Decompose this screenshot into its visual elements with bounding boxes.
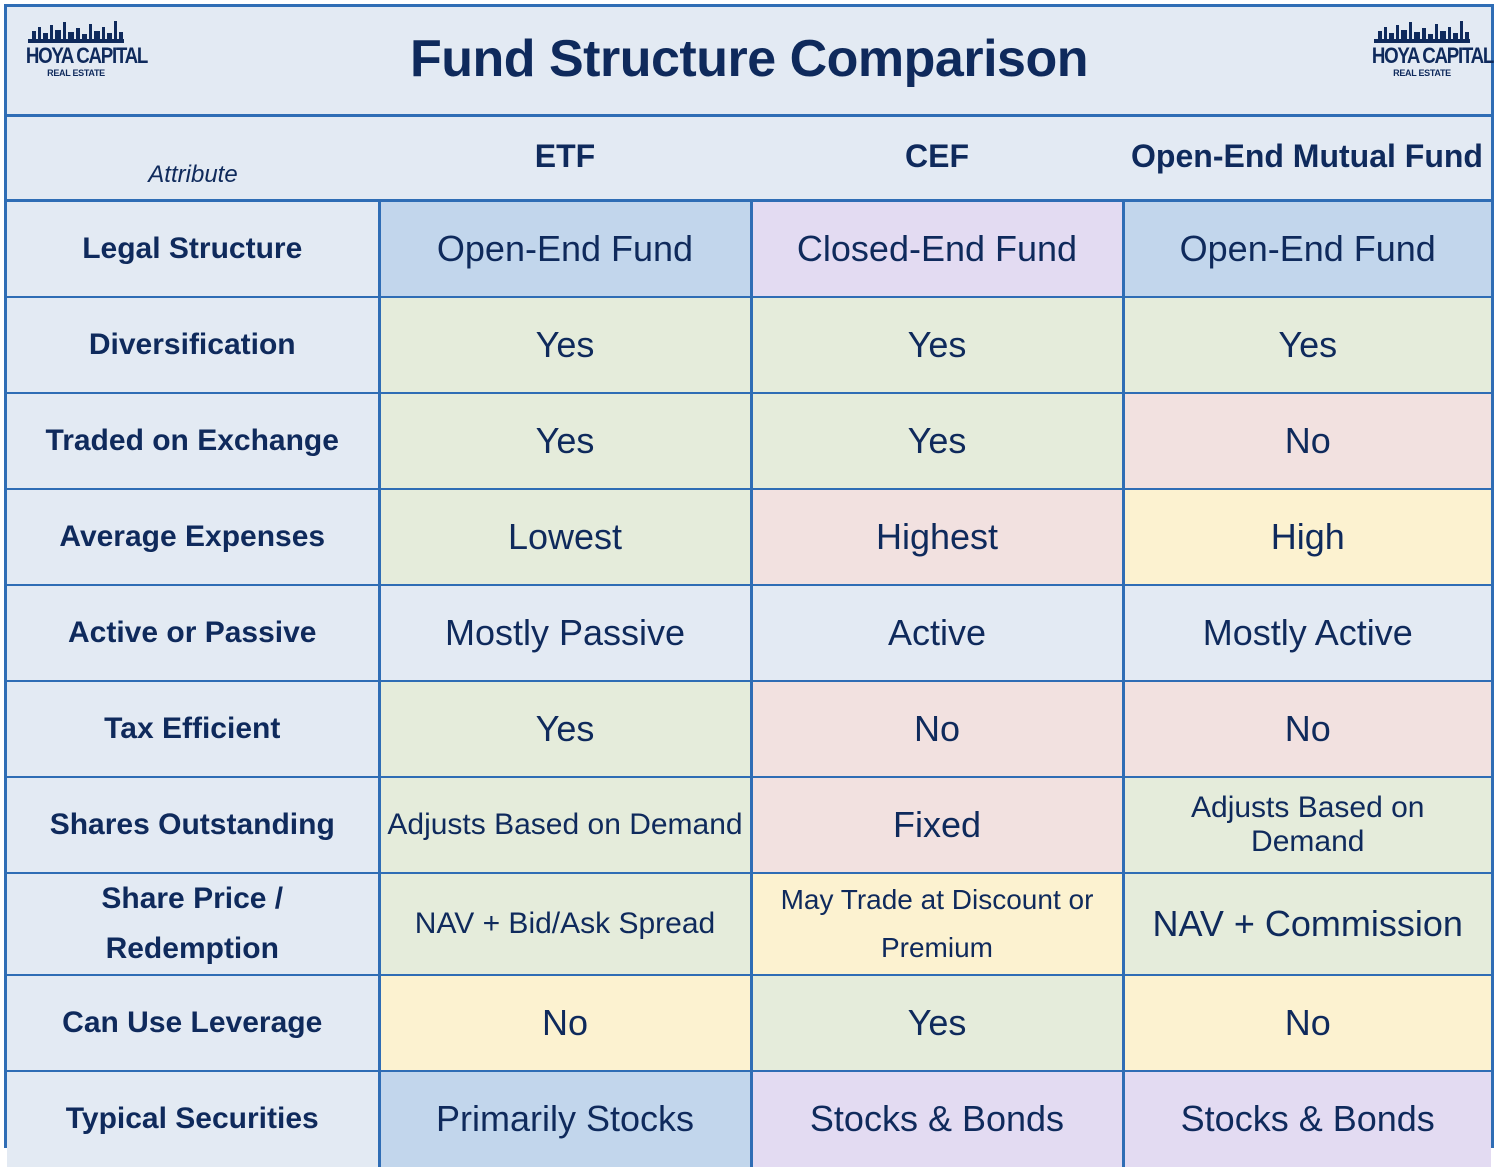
cef-cell: No	[751, 680, 1125, 778]
hoya-capital-logo-right: HOYA CAPITAL REAL ESTATE	[1363, 19, 1494, 103]
row-attribute-label: Average Expenses	[7, 488, 381, 586]
mutual-fund-cell: No	[1123, 974, 1491, 1072]
table-row: Active or Passive Mostly Passive Active Mos…	[7, 584, 1491, 682]
row-attribute-label: Share Price / Redemption	[7, 872, 381, 976]
cef-cell: Highest	[751, 488, 1125, 586]
comparison-table-frame: HOYA CAPITAL REAL ESTATE Fund Structure …	[4, 4, 1494, 1167]
logo-subtitle: REAL ESTATE	[47, 68, 105, 78]
cef-cell: Active	[751, 584, 1125, 682]
etf-cell: Lowest	[379, 488, 753, 586]
mutual-fund-cell: Mostly Active	[1123, 584, 1491, 682]
etf-cell: Yes	[379, 296, 753, 394]
logo-subtitle: REAL ESTATE	[1393, 68, 1451, 78]
city-skyline-icon	[28, 21, 124, 43]
column-header-etf: ETF	[379, 114, 751, 202]
mutual-fund-cell: Stocks & Bonds	[1123, 1070, 1491, 1167]
mutual-fund-cell: Adjusts Based on Demand	[1123, 776, 1491, 874]
etf-cell: Mostly Passive	[379, 584, 753, 682]
mutual-fund-cell: Open-End Fund	[1123, 200, 1491, 298]
cef-cell: Yes	[751, 296, 1125, 394]
table-row: Tax Efficient Yes No No	[7, 680, 1491, 778]
row-attribute-label: Diversification	[7, 296, 381, 394]
etf-cell: NAV + Bid/Ask Spread	[379, 872, 753, 976]
etf-cell: Primarily Stocks	[379, 1070, 753, 1167]
row-attribute-label: Tax Efficient	[7, 680, 381, 778]
table-row: Typical Securities Primarily Stocks Stocks…	[7, 1070, 1491, 1167]
table-row: Can Use Leverage No Yes No	[7, 974, 1491, 1072]
row-attribute-label: Shares Outstanding	[7, 776, 381, 874]
column-header-attribute: Attribute	[7, 114, 379, 202]
column-header-mutual-fund: Open-End Mutual Fund	[1123, 114, 1491, 202]
row-attribute-label: Active or Passive	[7, 584, 381, 682]
comparison-table: Attribute ETF CEF Open-End Mutual Fund L…	[7, 114, 1491, 1167]
city-skyline-icon	[1374, 21, 1470, 43]
table-row: Diversification Yes Yes Yes	[7, 296, 1491, 394]
mutual-fund-cell: No	[1123, 680, 1491, 778]
page-title: Fund Structure Comparison	[410, 30, 1088, 88]
cef-cell: Yes	[751, 392, 1125, 490]
table-header-row: Attribute ETF CEF Open-End Mutual Fund	[7, 114, 1491, 202]
hoya-capital-logo-left: HOYA CAPITAL REAL ESTATE	[17, 19, 148, 103]
logo-brand: HOYA CAPITAL	[1371, 43, 1494, 68]
row-attribute-label: Typical Securities	[7, 1070, 381, 1167]
logo-brand: HOYA CAPITAL	[25, 43, 148, 68]
etf-cell: Open-End Fund	[379, 200, 753, 298]
table-row: Traded on Exchange Yes Yes No	[7, 392, 1491, 490]
header: HOYA CAPITAL REAL ESTATE Fund Structure …	[7, 7, 1494, 117]
row-attribute-label: Legal Structure	[7, 200, 381, 298]
mutual-fund-cell: No	[1123, 392, 1491, 490]
row-attribute-label: Can Use Leverage	[7, 974, 381, 1072]
table-row: Shares Outstanding Adjusts Based on Deman…	[7, 776, 1491, 874]
row-attribute-label: Traded on Exchange	[7, 392, 381, 490]
table-row: Average Expenses Lowest Highest High	[7, 488, 1491, 586]
table-row: Share Price / Redemption NAV + Bid/Ask Sp…	[7, 872, 1491, 976]
cef-cell: Fixed	[751, 776, 1125, 874]
mutual-fund-cell: High	[1123, 488, 1491, 586]
etf-cell: No	[379, 974, 753, 1072]
etf-cell: Yes	[379, 680, 753, 778]
cef-cell: Yes	[751, 974, 1125, 1072]
table-row: Legal Structure Open-End Fund Closed-End F…	[7, 200, 1491, 298]
mutual-fund-cell: Yes	[1123, 296, 1491, 394]
mutual-fund-cell: NAV + Commission	[1123, 872, 1491, 976]
etf-cell: Adjusts Based on Demand	[379, 776, 753, 874]
cef-cell: May Trade at Discount or Premium	[751, 872, 1125, 976]
column-header-cef: CEF	[751, 114, 1123, 202]
etf-cell: Yes	[379, 392, 753, 490]
cef-cell: Stocks & Bonds	[751, 1070, 1125, 1167]
cef-cell: Closed-End Fund	[751, 200, 1125, 298]
